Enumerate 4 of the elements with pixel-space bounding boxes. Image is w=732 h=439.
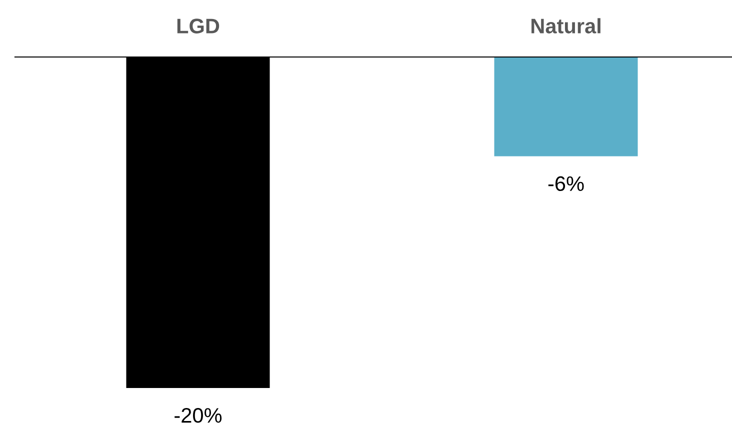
data-label: -6% [548,176,584,192]
data-label: -20% [174,408,222,423]
x-tick-label: LGD [177,18,220,34]
x-tick-label: Natural [532,18,600,34]
